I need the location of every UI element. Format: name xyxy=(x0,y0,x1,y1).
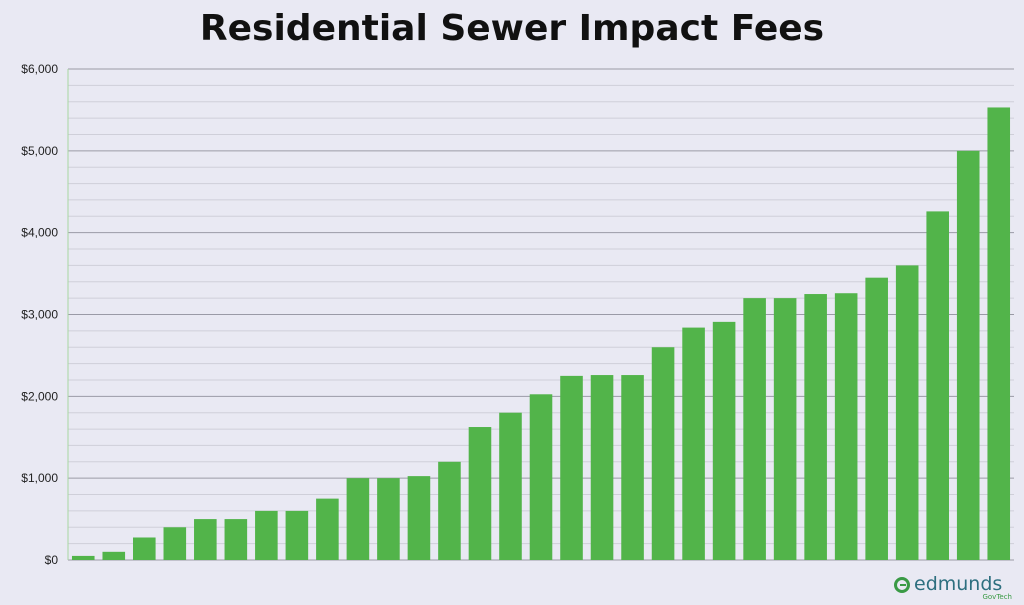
bar xyxy=(712,321,736,560)
bar xyxy=(590,375,614,560)
bar xyxy=(102,551,126,560)
bar xyxy=(132,537,156,560)
bar xyxy=(377,478,400,560)
y-tick-label: $0 xyxy=(45,553,59,567)
logo-wordmark: edmunds xyxy=(914,573,1003,595)
bar xyxy=(194,519,217,560)
bar xyxy=(651,347,675,560)
bar xyxy=(956,150,980,561)
y-tick-label: $5,000 xyxy=(21,144,58,158)
bar xyxy=(285,510,309,560)
bar xyxy=(407,476,431,560)
bar xyxy=(224,519,248,560)
bar xyxy=(316,498,339,560)
edmunds-logo: edmunds GovTech xyxy=(894,573,1012,601)
logo-subtitle: GovTech xyxy=(982,593,1012,601)
chart-title: Residential Sewer Impact Fees xyxy=(199,8,825,49)
bar xyxy=(529,394,553,560)
y-tick-label: $2,000 xyxy=(21,389,58,403)
bar xyxy=(438,461,461,560)
bar xyxy=(682,327,705,560)
y-tick-label: $4,000 xyxy=(21,226,58,240)
bar xyxy=(743,298,766,560)
bar xyxy=(834,293,858,560)
bar xyxy=(71,555,95,560)
bar xyxy=(865,277,888,560)
bar xyxy=(895,265,919,560)
bar xyxy=(987,107,1011,560)
bar xyxy=(346,478,370,560)
bar xyxy=(773,298,797,560)
bar xyxy=(255,510,278,560)
bar xyxy=(926,211,950,560)
y-tick-label: $1,000 xyxy=(21,471,58,485)
y-tick-label: $3,000 xyxy=(21,308,58,322)
bar xyxy=(621,375,644,560)
bar xyxy=(560,375,583,560)
bar xyxy=(468,427,492,560)
bar xyxy=(163,527,187,560)
bar xyxy=(804,294,827,560)
bar xyxy=(499,412,522,560)
edmunds-logo-icon xyxy=(894,577,910,593)
y-tick-label: $6,000 xyxy=(21,62,58,76)
